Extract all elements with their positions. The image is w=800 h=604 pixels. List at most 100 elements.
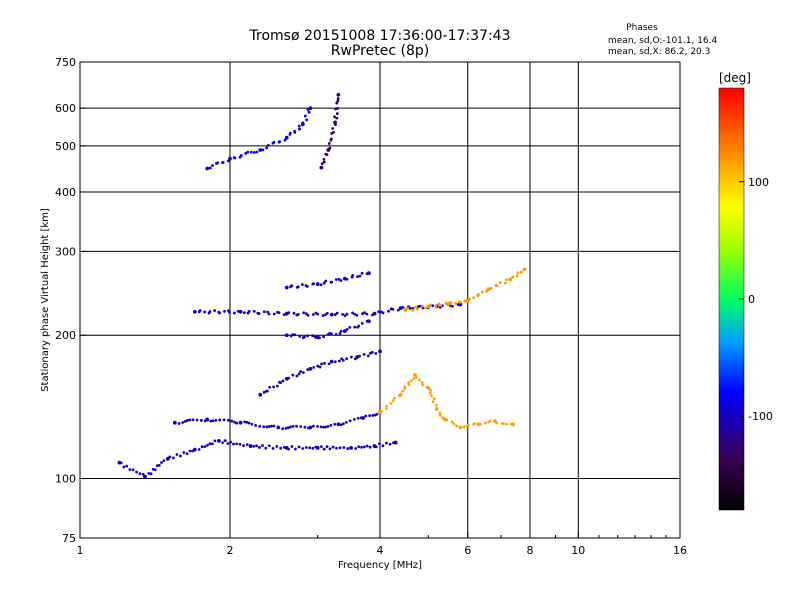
trace-0-fill-9-5 <box>365 444 369 448</box>
trace-1-fill-0-6 <box>191 418 195 422</box>
trace-3-fill-2-6 <box>360 321 364 325</box>
trace-4-fill-3-10 <box>363 311 366 315</box>
trace-4-fill-3-8 <box>355 313 359 317</box>
trace-1-fill-3-7 <box>299 425 303 428</box>
trace-1-fill-4-4 <box>322 425 326 429</box>
trace-1-fill-5-6 <box>356 416 360 420</box>
trace-8-point-4 <box>434 407 439 411</box>
trace-4-fill-2-8 <box>312 313 315 316</box>
trace-4-fill-0-6 <box>213 309 217 312</box>
trace-0-fill-6-7 <box>271 446 275 450</box>
trace-2-fill-0-5 <box>272 385 275 389</box>
trace-4-fill-2-1 <box>287 311 291 314</box>
y-tick-label-200: 200 <box>55 329 76 342</box>
trace-8-fill-0-3 <box>385 404 388 408</box>
trace-0-fill-5-4 <box>229 440 232 444</box>
trace-1-fill-6-3 <box>371 414 375 417</box>
trace-7-fill-2-4 <box>334 107 337 111</box>
trace-8-fill-1-1 <box>401 389 405 393</box>
trace-6-point-2 <box>258 148 263 152</box>
trace-4-point-7 <box>458 302 463 307</box>
trace-6-point-3 <box>284 135 289 140</box>
trace-1-fill-3-5 <box>291 424 295 428</box>
trace-8-point-6 <box>458 425 463 430</box>
trace-8-fill-0-2 <box>385 407 388 410</box>
trace-7-fill-2-2 <box>333 115 336 119</box>
trace-8-fill-4-2 <box>438 413 442 417</box>
trace-1-point-3 <box>276 425 281 430</box>
trace-0-fill-3-1 <box>168 455 172 459</box>
y-tick-label-75: 75 <box>62 532 76 545</box>
trace-8-fill-0-5 <box>391 399 395 403</box>
trace-3-fill-2-3 <box>353 325 357 329</box>
trace-8-fill-7-4 <box>489 419 492 423</box>
y-tick-label-600: 600 <box>55 102 76 115</box>
trace-0-fill-10-5 <box>388 442 392 446</box>
trace-0-fill-2-4 <box>153 468 157 472</box>
trace-2-fill-0-9 <box>281 379 285 383</box>
trace-9-fill-2-2 <box>454 302 458 305</box>
trace-0-fill-5-8 <box>242 444 245 448</box>
trace-8-fill-5-3 <box>452 422 456 426</box>
trace-0-fill-1-4 <box>128 468 132 472</box>
trace-1-fill-4-3 <box>319 425 323 429</box>
trace-4-fill-0-5 <box>208 310 212 313</box>
trace-5-fill-1-1 <box>319 283 323 287</box>
trace-9-fill-5-1 <box>511 275 515 279</box>
trace-0-fill-4-2 <box>200 445 204 449</box>
trace-0-fill-2-8 <box>162 459 166 463</box>
trace-4-fill-2-13 <box>325 311 329 315</box>
trace-8-point-3 <box>426 386 431 390</box>
trace-9-fill-0-6 <box>423 306 427 310</box>
trace-5-fill-1-2 <box>322 281 326 285</box>
trace-2-fill-4-5 <box>370 350 374 354</box>
trace-8-fill-7-1 <box>479 422 482 426</box>
trace-4-fill-0-9 <box>223 309 226 313</box>
trace-8-fill-2-2 <box>418 378 421 382</box>
trace-4-fill-4-3 <box>381 311 385 315</box>
trace-6-fill-3-4 <box>293 129 297 133</box>
trace-0-fill-7-4 <box>297 445 301 449</box>
trace-1-fill-6-1 <box>364 414 368 418</box>
trace-6-fill-0-1 <box>208 166 212 170</box>
trace-2-fill-2-4 <box>320 362 323 366</box>
trace-0-fill-5-7 <box>238 442 242 446</box>
trace-0-fill-8-9 <box>346 447 350 450</box>
trace-0-fill-3-7 <box>188 449 192 453</box>
trace-1-fill-2-11 <box>272 424 276 428</box>
trace-5-fill-1-5 <box>330 280 334 284</box>
trace-1-fill-0-4 <box>186 419 189 422</box>
trace-0-fill-7-1 <box>287 447 291 451</box>
colorbar-tick-label-0: 0 <box>748 293 755 306</box>
trace-8-fill-1-7 <box>412 377 416 380</box>
trace-1-fill-2-4 <box>250 422 254 426</box>
trace-3-fill-0-3 <box>293 333 297 337</box>
trace-0-fill-8-6 <box>335 446 338 450</box>
trace-5-point-3 <box>366 271 371 276</box>
trace-2-fill-3-5 <box>345 357 349 361</box>
phases-o-stats: mean, sd,O:-101.1, 16.4 <box>608 36 718 46</box>
trace-8-fill-3-6 <box>435 403 438 407</box>
trace-2-fill-3-6 <box>349 355 353 359</box>
trace-4-fill-1-8 <box>266 310 270 314</box>
trace-1-fill-1-7 <box>230 419 234 423</box>
trace-2-fill-4-6 <box>374 352 378 355</box>
trace-0-fill-3-3 <box>175 453 179 456</box>
trace-6-fill-1-9 <box>255 150 259 154</box>
trace-8-fill-1-6 <box>410 379 413 383</box>
trace-3-point-3 <box>366 319 371 324</box>
trace-3-fill-1-5 <box>330 332 333 336</box>
trace-3-fill-1-6 <box>334 332 338 336</box>
trace-6-point-5 <box>308 106 313 111</box>
trace-0-fill-6-8 <box>275 444 279 448</box>
trace-6-fill-2-8 <box>283 138 287 142</box>
trace-0-point-6 <box>248 444 253 448</box>
trace-8-point-9 <box>511 422 516 427</box>
trace-4-fill-2-10 <box>316 312 320 316</box>
trace-0-fill-10-1 <box>374 445 378 449</box>
trace-9-fill-3-1 <box>468 297 471 301</box>
trace-6-point-0 <box>205 166 210 171</box>
trace-0-fill-4-1 <box>197 448 201 451</box>
trace-4-fill-3-7 <box>353 312 357 316</box>
trace-6-fill-2-2 <box>265 146 269 150</box>
